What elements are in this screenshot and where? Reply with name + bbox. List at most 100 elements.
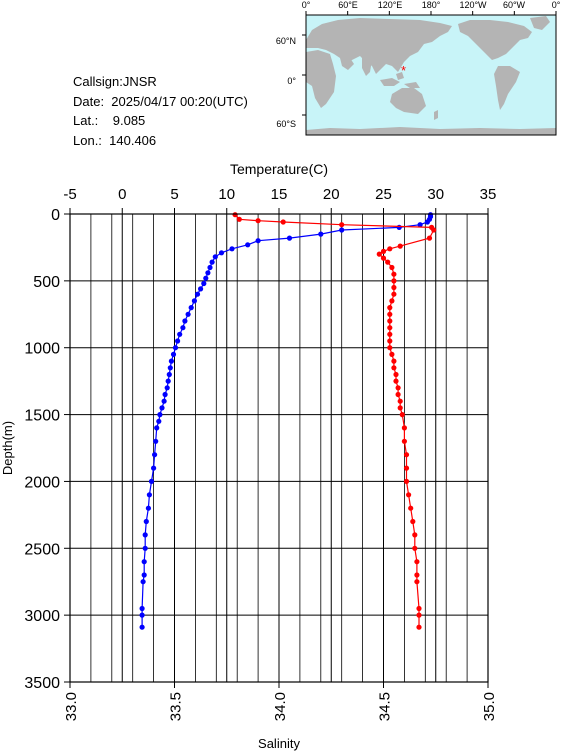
salinity-axis-label: Salinity [258, 736, 300, 751]
temperature-point [151, 465, 157, 471]
temperature-tick-label: 5 [170, 186, 178, 203]
depth-tick-label: 1500 [24, 408, 60, 425]
temperature-point [153, 438, 159, 444]
salinity-point [391, 278, 397, 284]
depth-tick-label: 3500 [24, 675, 60, 692]
temperature-point [142, 532, 148, 538]
temperature-point [140, 579, 146, 585]
salinity-tick-label: 33.0 [63, 692, 80, 721]
map-lon-tick-label: 60°E [338, 0, 358, 10]
temperature-point [207, 264, 213, 271]
temperature-point [148, 478, 155, 484]
salinity-point [397, 405, 403, 411]
temperature-point [165, 378, 171, 384]
salinity-point [393, 378, 399, 384]
depth-tick-label: 2000 [24, 474, 60, 491]
salinity-point [232, 212, 238, 218]
salinity-point [280, 219, 286, 225]
longitude-label: Lon.: 140.406 [73, 132, 157, 148]
temperature-point [154, 425, 160, 431]
salinity-point [397, 243, 403, 249]
salinity-point [387, 345, 393, 351]
date-label: Date: 2025/04/17 00:20(UTC) [73, 93, 248, 109]
map-lat-tick-label: 60°S [276, 119, 296, 129]
temperature-point [229, 246, 235, 252]
depth-tick-label: 3000 [24, 608, 60, 625]
salinity-tick-label: 34.5 [377, 692, 394, 721]
salinity-point [431, 227, 437, 233]
salinity-point [416, 612, 422, 618]
salinity-point [387, 325, 393, 331]
salinity-point [395, 385, 401, 391]
salinity-point [385, 259, 391, 265]
temperature-point [162, 391, 168, 398]
salinity-point [380, 248, 387, 254]
salinity-point [387, 318, 393, 324]
temperature-point [182, 318, 188, 324]
temperature-tick-label: 10 [218, 186, 235, 203]
salinity-point [403, 465, 410, 471]
temperature-point [198, 286, 204, 292]
salinity-point [414, 579, 420, 585]
temperature-tick-label: 15 [271, 186, 288, 203]
salinity-point [416, 624, 422, 630]
temperature-point [177, 331, 183, 337]
salinity-tick-label: 34.0 [272, 692, 289, 721]
salinity-point [387, 246, 393, 252]
depth-tick-label: 1000 [24, 341, 60, 358]
temperature-point [139, 612, 145, 618]
latitude-label: Lat.: 9.085 [73, 113, 146, 128]
temperature-point [194, 291, 201, 297]
salinity-point [255, 218, 261, 224]
temperature-point [218, 250, 225, 256]
temperature-tick-label: 25 [375, 186, 392, 203]
temperature-point [156, 418, 162, 424]
temperature-point [141, 559, 147, 565]
salinity-point [399, 412, 405, 418]
temperature-point [164, 385, 170, 391]
temperature-point [139, 624, 145, 630]
salinity-point [391, 284, 397, 291]
temperature-point [286, 235, 293, 241]
map-lat-tick-label: 60°N [276, 36, 296, 46]
plot-axes: -5 0 5 10 15 20 25 30 35050010001500200025003000… [24, 186, 498, 721]
temperature-point [142, 545, 148, 551]
salinity-point [395, 391, 401, 398]
salinity-point [387, 331, 393, 337]
temperature-point [212, 254, 218, 260]
salinity-point [397, 398, 403, 404]
temperature-point [172, 345, 179, 351]
salinity-point [403, 452, 410, 458]
salinity-point [393, 371, 399, 378]
salinity-point [387, 311, 393, 317]
salinity-point [414, 572, 420, 578]
temperature-tick-label: -5 [63, 186, 76, 203]
salinity-point [401, 438, 407, 444]
salinity-point [236, 216, 242, 222]
salinity-point [410, 518, 416, 525]
map-lon-tick-label: 60°W [503, 0, 526, 10]
temperature-point [152, 452, 158, 458]
temperature-point [255, 238, 261, 244]
temperature-point [424, 219, 430, 225]
map-land [306, 16, 556, 135]
temperature-tick-label: 20 [323, 186, 340, 203]
salinity-point [389, 264, 395, 271]
map-lon-tick-label: 0° [302, 0, 311, 10]
salinity-point [414, 559, 420, 565]
salinity-point [412, 532, 418, 538]
temperature-point [180, 325, 186, 331]
map-lon-tick-label: 180° [422, 0, 441, 10]
temperature-point [166, 371, 172, 378]
depth-tick-label: 2500 [24, 541, 60, 558]
salinity-point [391, 271, 397, 277]
map-lon-tick-label: 120°E [378, 0, 403, 10]
salinity-point [403, 478, 410, 484]
temperature-point [209, 259, 215, 265]
temperature-point [170, 351, 177, 357]
station-marker-icon: * [401, 63, 406, 78]
plot-series [139, 212, 437, 630]
map-tick-marks [302, 11, 557, 116]
temperature-point [185, 311, 191, 317]
